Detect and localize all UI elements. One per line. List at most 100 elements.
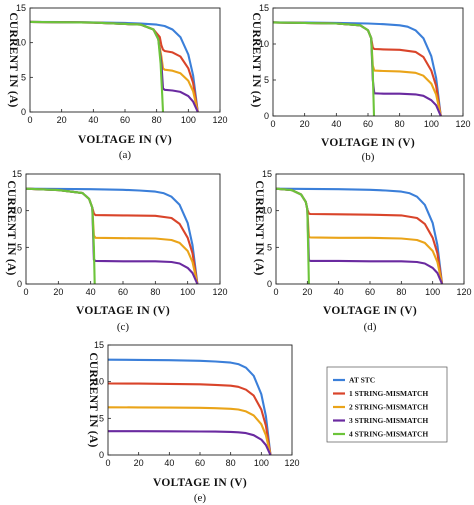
x-tick-label: 120	[284, 458, 299, 468]
x-axis-label: VOLTAGE IN (V)	[321, 137, 415, 149]
x-tick-label: 120	[456, 287, 471, 297]
y-axis-label: CURRENT IN (A)	[5, 180, 17, 275]
series-line-m2	[275, 187, 444, 285]
x-axis-label: VOLTAGE IN (V)	[323, 305, 417, 317]
x-tick-label: 100	[181, 115, 196, 125]
x-tick-label: 60	[363, 119, 373, 129]
series-line-m4	[272, 21, 376, 117]
x-tick-label: 80	[395, 119, 405, 129]
x-tick-label: 20	[57, 115, 67, 125]
y-tick-label: 10	[94, 377, 104, 387]
x-tick-label: 0	[273, 287, 278, 297]
x-axis-label: VOLTAGE IN (V)	[153, 477, 247, 489]
x-tick-label: 100	[425, 287, 440, 297]
series-line-m1	[107, 382, 272, 456]
x-tick-label: 120	[212, 287, 227, 297]
x-tick-label: 80	[152, 115, 162, 125]
series-line-m2	[107, 406, 272, 456]
x-tick-label: 80	[150, 287, 160, 297]
y-axis-label: CURRENT IN (A)	[7, 12, 19, 107]
x-tick-label: 20	[53, 287, 63, 297]
y-tick-label: 0	[17, 279, 22, 289]
legend-label-m4: 4 STRING-MISMATCH	[349, 430, 428, 439]
x-axis-label: VOLTAGE IN (V)	[78, 134, 172, 146]
y-tick-label: 10	[12, 206, 22, 216]
legend-label-stc: AT STC	[349, 376, 375, 385]
series-line-m3	[29, 20, 199, 113]
chart-panel-e: 0 20 40 60 80 100 120 0 5 10 15 VOLTAGE IN (V) CURRE…	[87, 340, 300, 504]
chart-panel-d: 0 20 40 60 80 100 120 0 5 10 15 VOLTAGE IN (V) CURRE…	[253, 169, 472, 333]
series-line-stc	[25, 187, 199, 285]
x-tick-label: 40	[334, 287, 344, 297]
x-tick-label: 0	[270, 119, 275, 129]
x-tick-label: 60	[195, 458, 205, 468]
x-tick-label: 40	[331, 119, 341, 129]
series-line-m4	[25, 187, 96, 285]
x-tick-label: 0	[27, 115, 32, 125]
y-tick-label: 15	[16, 3, 26, 13]
panel-caption: (d)	[364, 321, 377, 333]
y-axis-label: CURRENT IN (A)	[87, 352, 99, 447]
y-axis-label: CURRENT IN (A)	[250, 12, 262, 107]
legend-label-m3: 3 STRING-MISMATCH	[349, 416, 428, 425]
x-tick-label: 80	[396, 287, 406, 297]
series-line-stc	[107, 358, 272, 456]
y-tick-label: 0	[21, 107, 26, 117]
x-tick-label: 40	[164, 458, 174, 468]
x-tick-label: 100	[180, 287, 195, 297]
series-line-m1	[25, 187, 199, 285]
series-line-m1	[29, 20, 199, 113]
panel-caption: (e)	[194, 492, 207, 504]
y-tick-label: 15	[262, 169, 272, 179]
y-tick-label: 5	[99, 413, 104, 423]
x-tick-label: 20	[300, 119, 310, 129]
y-tick-label: 10	[259, 39, 269, 49]
x-axis-label: VOLTAGE IN (V)	[76, 305, 170, 317]
y-tick-label: 0	[267, 279, 272, 289]
legend-label-m2: 2 STRING-MISMATCH	[349, 403, 428, 412]
legend-box	[326, 366, 448, 443]
y-tick-label: 10	[16, 38, 26, 48]
series-line-m3	[275, 187, 444, 285]
x-tick-label: 60	[120, 115, 130, 125]
panel-caption: (b)	[362, 151, 375, 163]
x-tick-label: 20	[302, 287, 312, 297]
y-tick-label: 15	[12, 169, 22, 179]
y-tick-label: 15	[94, 340, 104, 350]
series-line-m3	[108, 430, 272, 456]
x-tick-label: 120	[455, 119, 470, 129]
x-tick-label: 60	[118, 287, 128, 297]
chart-panel-b: 0 20 40 60 80 100 120 0 5 10 15 VOLTAGE IN (V) CURRE…	[250, 3, 471, 163]
y-tick-label: 5	[21, 72, 26, 82]
x-tick-label: 100	[254, 458, 269, 468]
y-tick-label: 10	[262, 206, 272, 216]
chart-panel-c: 0 20 40 60 80 100 120 0 5 10 15 VOLTAGE IN (V) CURRE…	[5, 169, 228, 333]
series-line-stc	[275, 187, 444, 285]
panel-caption: (c)	[117, 321, 130, 333]
y-tick-label: 0	[264, 111, 269, 121]
series-line-m3	[25, 187, 199, 285]
y-tick-label: 5	[267, 242, 272, 252]
series-line-m3	[272, 21, 442, 117]
series-line-m4	[275, 187, 310, 285]
y-tick-label: 0	[99, 450, 104, 460]
series-line-m2	[25, 187, 199, 285]
series-line-m4	[29, 20, 165, 113]
x-tick-label: 100	[424, 119, 439, 129]
y-tick-label: 5	[17, 242, 22, 252]
chart-panel-a: 0 20 40 60 80 100 120 0 5 10 15 VOLTAGE IN (V) CURRE…	[7, 3, 228, 161]
x-tick-label: 40	[86, 287, 96, 297]
y-tick-label: 15	[259, 3, 269, 13]
x-tick-label: 120	[212, 115, 227, 125]
x-tick-label: 80	[226, 458, 236, 468]
panel-caption: (a)	[119, 149, 132, 161]
x-tick-label: 0	[23, 287, 28, 297]
legend: AT STC 1 STRING-MISMATCH 2 STRING-MISMATCH…	[326, 366, 448, 443]
series-line-m2	[29, 20, 199, 113]
x-tick-label: 40	[88, 115, 98, 125]
series-line-stc	[272, 21, 442, 117]
legend-label-m1: 1 STRING-MISMATCH	[349, 389, 428, 398]
series-line-m1	[275, 187, 444, 285]
x-tick-label: 20	[134, 458, 144, 468]
x-tick-label: 60	[365, 287, 375, 297]
